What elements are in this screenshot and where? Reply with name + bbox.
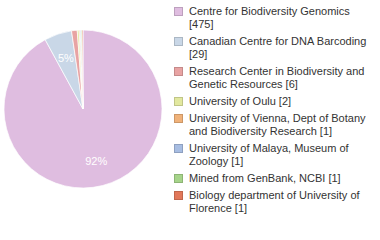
- legend-entry: Canadian Centre for DNA Barcoding [29]: [172, 35, 372, 61]
- legend-swatch: [174, 144, 183, 153]
- slice: [81, 30, 83, 109]
- legend-swatch: [174, 114, 183, 123]
- legend-entry: Mined from GenBank, NCBI [1]: [172, 172, 372, 185]
- slice: [71, 30, 83, 109]
- legend-swatch: [174, 7, 183, 16]
- slice: [4, 30, 162, 188]
- legend-entry: University of Malaya, Museum of Zoology …: [172, 142, 372, 168]
- legend-label: University of Vienna, Dept of Botany and…: [189, 112, 369, 138]
- legend-swatch: [174, 174, 183, 183]
- slice: [77, 30, 83, 109]
- legend-entry: University of Vienna, Dept of Botany and…: [172, 112, 372, 138]
- slice: [82, 30, 84, 109]
- slice: [79, 30, 83, 109]
- legend-entry: Research Center in Biodiversity and Gene…: [172, 65, 372, 91]
- legend-label: Centre for Biodiversity Genomics [475]: [189, 5, 369, 31]
- slice-label: 92%: [85, 155, 107, 167]
- legend-label: University of Oulu [2]: [189, 95, 369, 108]
- pie-area: 92% 5%: [0, 0, 170, 240]
- slice-label: 5%: [58, 52, 74, 64]
- legend-label: University of Malaya, Museum of Zoology …: [189, 142, 369, 168]
- legend-entry: Centre for Biodiversity Genomics [475]: [172, 5, 372, 31]
- legend-swatch: [174, 191, 183, 200]
- legend-label: Research Center in Biodiversity and Gene…: [189, 65, 369, 91]
- legend-label: Mined from GenBank, NCBI [1]: [189, 172, 369, 185]
- legend-swatch: [174, 97, 183, 106]
- legend-entry: University of Oulu [2]: [172, 95, 372, 108]
- legend-label: Biology department of University of Flor…: [189, 189, 369, 215]
- slice: [45, 31, 83, 109]
- legend-swatch: [174, 37, 183, 46]
- slice: [80, 30, 83, 109]
- legend-entry: Biology department of University of Flor…: [172, 189, 372, 215]
- legend: Centre for Biodiversity Genomics [475] Ca…: [172, 5, 372, 219]
- legend-label: Canadian Centre for DNA Barcoding [29]: [189, 35, 369, 61]
- legend-swatch: [174, 67, 183, 76]
- slices: [4, 30, 162, 188]
